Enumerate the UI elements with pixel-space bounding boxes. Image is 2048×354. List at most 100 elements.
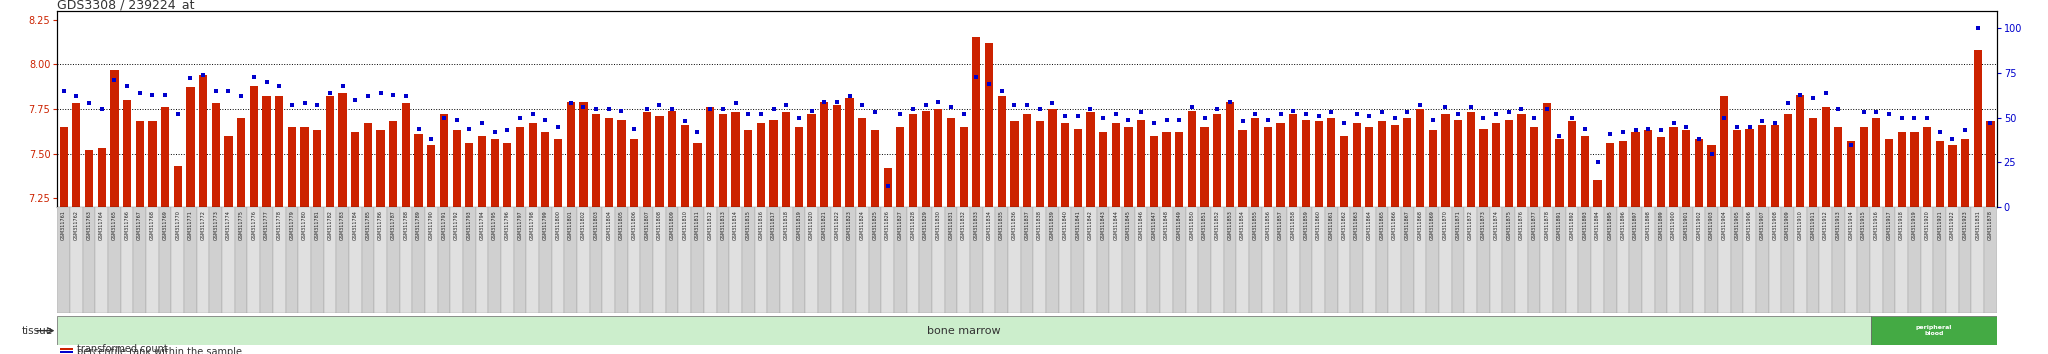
- Bar: [782, 113, 791, 207]
- Point: [922, 99, 954, 104]
- Bar: [236, 207, 248, 313]
- Bar: [578, 207, 590, 313]
- Point: [352, 93, 385, 99]
- Bar: [1440, 207, 1452, 313]
- Point: [1683, 136, 1716, 142]
- Text: GSM311804: GSM311804: [606, 210, 610, 240]
- Text: GSM311778: GSM311778: [276, 210, 283, 240]
- Point: [1276, 108, 1309, 114]
- Text: GSM311908: GSM311908: [1772, 210, 1778, 240]
- Text: GSM311870: GSM311870: [1444, 210, 1448, 240]
- Point: [1151, 117, 1184, 122]
- Bar: [160, 207, 172, 313]
- Bar: [1642, 207, 1655, 313]
- Text: GSM311913: GSM311913: [1835, 210, 1841, 240]
- Text: GSM311790: GSM311790: [428, 210, 434, 240]
- Bar: [1958, 207, 1972, 313]
- Bar: [973, 38, 981, 207]
- Text: GSM311900: GSM311900: [1671, 210, 1675, 240]
- Point: [1823, 106, 1855, 112]
- Point: [123, 90, 156, 96]
- Bar: [1251, 118, 1260, 207]
- Bar: [287, 127, 297, 207]
- Text: GSM311898: GSM311898: [1647, 210, 1651, 240]
- Bar: [551, 207, 565, 313]
- Bar: [1149, 136, 1157, 207]
- Point: [416, 136, 449, 142]
- Bar: [133, 207, 145, 313]
- Point: [1112, 117, 1145, 122]
- Point: [707, 106, 739, 112]
- Text: GSM311918: GSM311918: [1898, 210, 1905, 240]
- Point: [1061, 113, 1094, 119]
- Bar: [186, 87, 195, 207]
- Bar: [1606, 143, 1614, 207]
- Bar: [1210, 207, 1223, 313]
- Bar: [338, 93, 346, 207]
- Text: GSM311923: GSM311923: [1962, 210, 1968, 240]
- Bar: [1616, 207, 1630, 313]
- Point: [1935, 136, 1968, 142]
- Text: GSM311833: GSM311833: [975, 210, 979, 240]
- Point: [1137, 120, 1169, 126]
- Bar: [1286, 207, 1300, 313]
- Point: [1745, 119, 1778, 124]
- Point: [1073, 106, 1106, 112]
- Point: [795, 108, 827, 114]
- Text: GSM311779: GSM311779: [289, 210, 295, 240]
- Bar: [1174, 207, 1186, 313]
- Point: [365, 90, 397, 96]
- Point: [1036, 101, 1069, 106]
- Point: [1188, 115, 1221, 121]
- Bar: [1061, 123, 1069, 207]
- Point: [834, 93, 866, 99]
- Bar: [59, 348, 74, 349]
- Bar: [121, 207, 133, 313]
- Text: GSM311905: GSM311905: [1735, 210, 1739, 240]
- Bar: [922, 111, 930, 207]
- Bar: [592, 114, 600, 207]
- Bar: [375, 207, 387, 313]
- Point: [186, 72, 219, 78]
- Text: GSM311792: GSM311792: [455, 210, 459, 240]
- Bar: [348, 207, 362, 313]
- Bar: [1110, 207, 1122, 313]
- Text: GSM311839: GSM311839: [1051, 210, 1055, 240]
- Point: [682, 129, 715, 135]
- Text: GSM311878: GSM311878: [1544, 210, 1548, 240]
- Bar: [440, 114, 449, 207]
- Point: [213, 88, 246, 94]
- Text: GSM311865: GSM311865: [1380, 210, 1384, 240]
- Bar: [1645, 130, 1653, 207]
- Bar: [1833, 207, 1845, 313]
- Bar: [487, 207, 502, 313]
- Bar: [1176, 132, 1184, 207]
- Bar: [1667, 207, 1679, 313]
- Point: [758, 106, 791, 112]
- Point: [1227, 119, 1260, 124]
- Text: GSM311916: GSM311916: [1874, 210, 1878, 240]
- Point: [555, 101, 588, 106]
- Bar: [758, 123, 766, 207]
- Text: GSM311907: GSM311907: [1759, 210, 1765, 240]
- Bar: [985, 43, 993, 207]
- Point: [313, 90, 346, 96]
- Bar: [1948, 144, 1956, 207]
- Text: GSM311842: GSM311842: [1087, 210, 1094, 240]
- Bar: [1679, 207, 1692, 313]
- Text: GSM311841: GSM311841: [1075, 210, 1079, 240]
- Point: [1708, 115, 1741, 121]
- Bar: [1872, 118, 1880, 207]
- Bar: [868, 207, 881, 313]
- Point: [1327, 120, 1360, 126]
- Bar: [1593, 180, 1602, 207]
- Bar: [602, 207, 614, 313]
- Bar: [1479, 129, 1487, 207]
- Point: [846, 102, 879, 108]
- Point: [262, 83, 295, 88]
- Point: [618, 126, 651, 131]
- Text: GSM311840: GSM311840: [1063, 210, 1067, 240]
- Text: GSM311818: GSM311818: [784, 210, 788, 240]
- Point: [1645, 127, 1677, 133]
- Bar: [225, 136, 233, 207]
